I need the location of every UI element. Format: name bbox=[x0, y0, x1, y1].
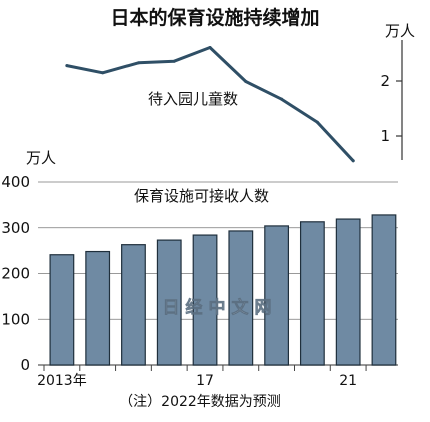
bar-panel: 万人 保育设施可接收人数 0 100 200 300 400 2013年 17 21 bbox=[1, 149, 398, 389]
bar-y-tick-label: 100 bbox=[1, 310, 30, 328]
bar-capacity bbox=[156, 239, 182, 366]
line-point bbox=[351, 159, 355, 163]
line-point bbox=[244, 80, 248, 84]
bar-capacity bbox=[85, 250, 111, 366]
bar-unit-label: 万人 bbox=[26, 149, 56, 167]
bar-capacity bbox=[49, 254, 75, 366]
bar-y-tick-label: 300 bbox=[1, 219, 30, 237]
footnote: （注）2022年数据为预测 bbox=[119, 394, 281, 410]
line-y-tick-label: 1 bbox=[380, 127, 390, 145]
bar-capacity bbox=[264, 225, 290, 366]
bar-y-tick-label: 200 bbox=[1, 265, 30, 283]
bar-x-tick-label: 2013年 bbox=[37, 373, 87, 389]
chart-title: 日本的保育设施持续增加 bbox=[110, 6, 319, 29]
line-point bbox=[172, 59, 176, 63]
bar-capacity bbox=[121, 244, 146, 366]
line-point bbox=[101, 71, 105, 75]
line-point bbox=[208, 45, 212, 49]
line-point bbox=[315, 120, 319, 124]
line-y-tick-label: 2 bbox=[380, 72, 390, 90]
line-point bbox=[65, 64, 69, 68]
bar-capacity bbox=[299, 221, 325, 366]
bar-x-tick-label: 17 bbox=[196, 373, 214, 389]
line-panel: 万人 待入园儿童数 1 2 bbox=[65, 22, 415, 163]
watermark: 日经中文网 bbox=[163, 297, 278, 318]
bar-x-tick-label: 21 bbox=[339, 373, 357, 389]
bar-capacity bbox=[228, 230, 254, 366]
bar-capacity bbox=[335, 218, 361, 366]
line-point bbox=[136, 61, 140, 65]
bar-series-label: 保育设施可接收人数 bbox=[134, 187, 269, 205]
bar-y-tick-label: 400 bbox=[1, 173, 30, 191]
bar-capacity bbox=[192, 234, 218, 366]
bar-y-tick-label: 0 bbox=[20, 356, 30, 374]
line-series-label: 待入园儿童数 bbox=[148, 90, 238, 108]
line-point bbox=[280, 97, 284, 101]
line-unit-label: 万人 bbox=[385, 22, 415, 40]
bar-capacity bbox=[371, 214, 397, 366]
